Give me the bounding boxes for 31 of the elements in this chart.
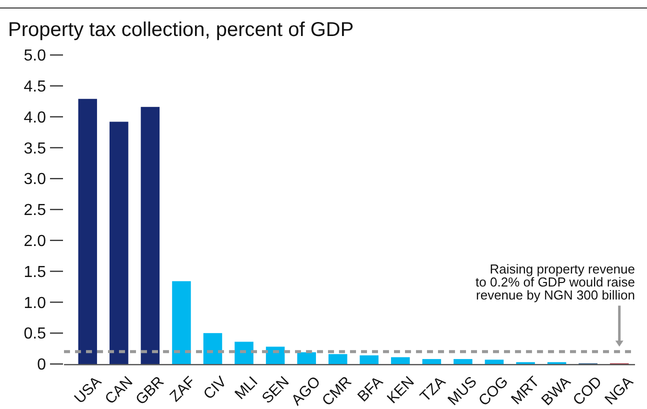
bar [297, 352, 316, 364]
x-tick-label: USA [71, 373, 105, 408]
y-tick-label: 3.0 [24, 171, 46, 188]
x-tick-label: MLI [232, 373, 262, 403]
y-tick-label: 2.5 [24, 202, 46, 220]
bar [203, 333, 222, 364]
bar [78, 98, 98, 364]
chart-title: Property tax collection, percent of GDP [8, 19, 354, 41]
bar [360, 355, 379, 364]
y-tick-label: 4.5 [24, 78, 46, 96]
y-tick-label: 4.0 [24, 109, 46, 126]
x-tick-label: CIV [200, 373, 230, 403]
y-tick-label: 0 [37, 356, 46, 374]
bar [391, 357, 410, 364]
bar [140, 106, 160, 364]
bar [328, 354, 348, 364]
annotation: Raising property revenue to 0.2% of GDP would raise revenue by NGN 300 billion [476, 262, 635, 303]
y-tick-label: 1.0 [24, 294, 46, 312]
bar [172, 281, 191, 364]
bar [110, 122, 128, 364]
bar [266, 346, 285, 364]
y-tick-label: 5.0 [24, 48, 46, 65]
bar [484, 360, 504, 364]
bar [422, 359, 442, 364]
bar [234, 342, 254, 364]
bar [454, 359, 472, 364]
y-tick-label: 0.5 [24, 326, 46, 343]
y-tick-label: 3.5 [24, 140, 46, 158]
y-tick-label: 1.5 [24, 264, 46, 281]
y-tick-label: 2.0 [24, 233, 46, 250]
x-tick-label: BFA [354, 373, 386, 406]
